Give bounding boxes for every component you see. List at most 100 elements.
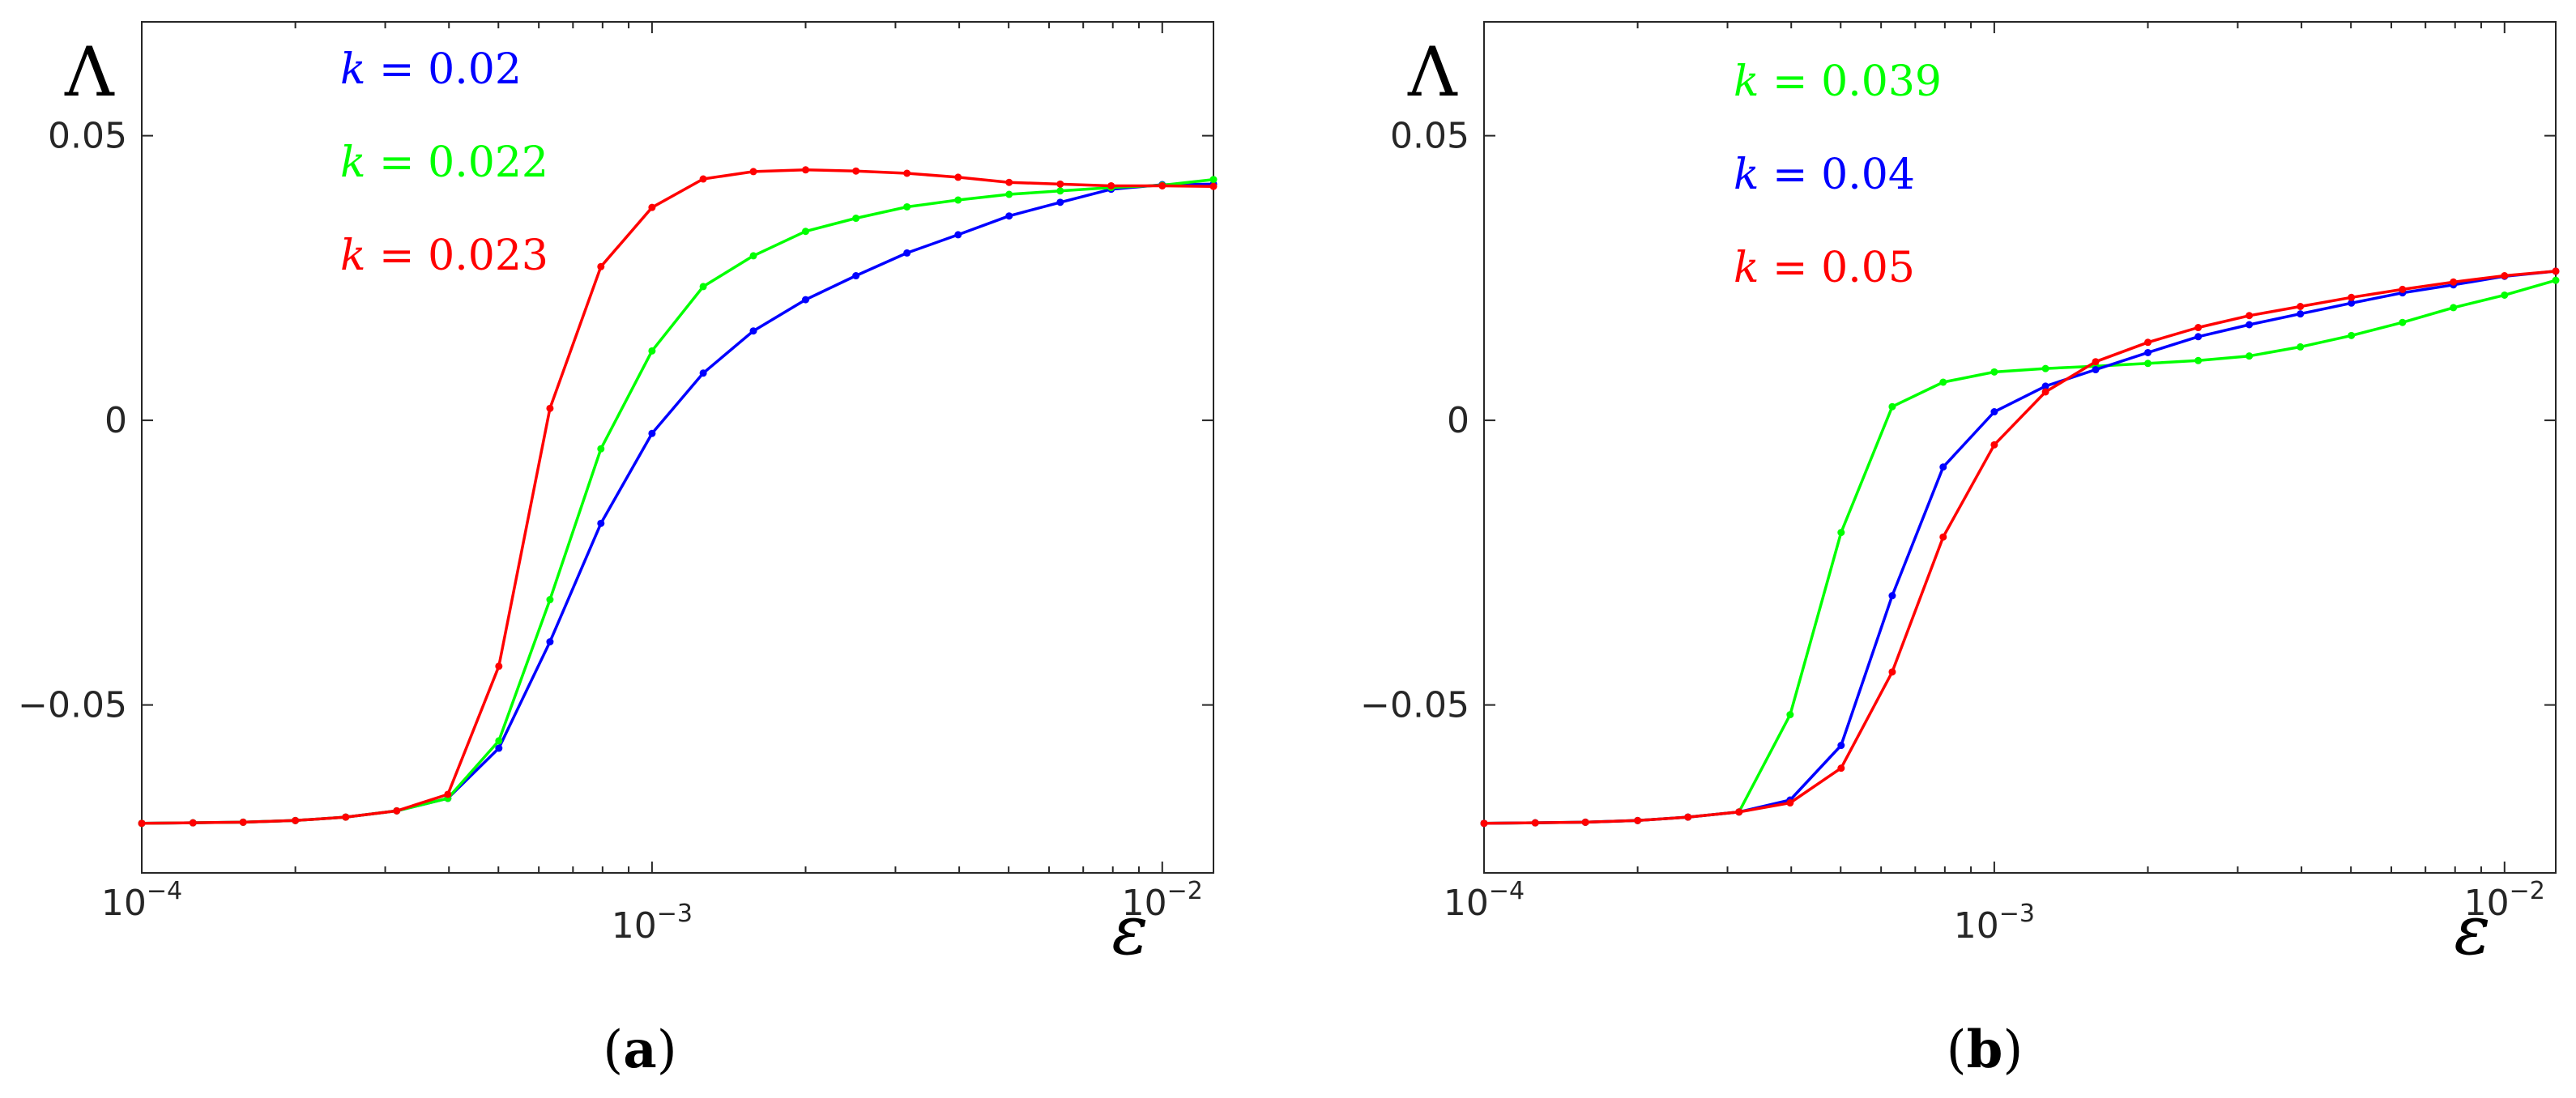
data-point <box>1990 368 1998 376</box>
data-point <box>1209 182 1218 190</box>
data-point <box>2399 318 2407 326</box>
data-point <box>954 196 962 204</box>
data-point <box>2297 343 2305 351</box>
data-point <box>2450 304 2458 312</box>
data-point <box>546 596 554 604</box>
legend-entry: k = 0.039 <box>1734 57 1942 106</box>
x-tick-label: 10−3 <box>612 900 693 947</box>
data-point <box>1735 808 1743 816</box>
x-tick-label: 10−2 <box>1122 877 1203 924</box>
data-point <box>1837 764 1845 772</box>
data-point <box>2348 331 2356 339</box>
data-point <box>2348 299 2356 307</box>
data-point <box>2245 352 2254 360</box>
data-point <box>2144 338 2152 347</box>
series-line <box>141 182 1214 825</box>
data-point <box>802 228 810 236</box>
data-point <box>2297 310 2305 318</box>
data-point <box>546 404 554 412</box>
data-point <box>699 175 707 183</box>
data-point <box>2552 267 2560 275</box>
data-point <box>2144 360 2152 368</box>
data-point <box>903 202 911 211</box>
data-point <box>2348 293 2356 301</box>
data-point <box>699 369 707 377</box>
panel-label: (a) <box>603 1019 676 1080</box>
data-point <box>2194 356 2203 364</box>
data-point <box>495 737 503 745</box>
data-point <box>1531 819 1539 827</box>
series-line <box>1483 270 2557 825</box>
data-point <box>802 166 810 174</box>
legend-entry: k = 0.02 <box>340 45 522 94</box>
data-point <box>597 445 605 453</box>
data-point <box>1990 440 1998 449</box>
data-point <box>1786 799 1794 807</box>
data-point <box>495 662 503 670</box>
data-point <box>2144 348 2152 356</box>
data-point <box>2552 276 2560 284</box>
data-point <box>138 819 146 828</box>
data-point <box>2297 303 2305 311</box>
data-point <box>1837 529 1845 537</box>
x-tick-label: 10−4 <box>101 877 182 924</box>
data-point <box>1990 408 1998 416</box>
y-axis-label: Λ <box>1407 32 1458 112</box>
data-point <box>1939 463 1947 471</box>
data-point <box>495 744 503 752</box>
legend-entry: k = 0.023 <box>340 232 548 280</box>
data-point <box>2501 291 2509 299</box>
data-point <box>1939 533 1947 541</box>
data-point <box>648 347 656 355</box>
data-point <box>2041 388 2049 396</box>
data-point <box>749 168 757 176</box>
x-tick-label: 10−3 <box>1954 900 2035 947</box>
data-point <box>1107 181 1115 189</box>
data-point <box>1158 181 1166 189</box>
data-point <box>954 173 962 181</box>
y-tick-label: 0 <box>104 400 127 441</box>
data-point <box>2092 358 2100 366</box>
data-point <box>1005 190 1013 198</box>
x-axis-label: ε <box>1111 891 1148 970</box>
y-tick-label: 0.05 <box>1390 116 1469 157</box>
data-point <box>1634 816 1642 824</box>
panel-b: 0.05 0 −0.05 10−4 10−3 10−2 Λε k = 0.039 k = 0.0… <box>1360 21 2560 1080</box>
data-point <box>954 231 962 239</box>
series-line <box>141 168 1214 825</box>
data-point <box>189 819 197 827</box>
data-point <box>239 818 247 826</box>
x-tick-label: 10−2 <box>2464 877 2545 924</box>
legend-entry: k = 0.022 <box>340 138 548 187</box>
data-point <box>1005 212 1013 220</box>
data-point <box>802 296 810 304</box>
data-point <box>2194 333 2203 341</box>
data-point <box>1581 818 1589 826</box>
data-point <box>1888 402 1896 411</box>
data-point <box>648 203 656 211</box>
x-axis-label: ε <box>2454 891 2490 970</box>
series-line <box>1483 270 2557 825</box>
plot-area-frame <box>141 21 1214 874</box>
legend-entry: k = 0.05 <box>1734 244 1915 292</box>
data-point <box>1939 378 1947 386</box>
data-point <box>1056 180 1064 188</box>
data-point <box>749 327 757 335</box>
panel-a: 0.05 0 −0.05 10−4 10−3 10−2 Λε k = 0.02 k = 0.02… <box>18 21 1218 1080</box>
data-point <box>292 816 300 824</box>
y-tick-label: 0 <box>1447 400 1469 441</box>
series-line <box>1483 279 2557 825</box>
y-tick-label: −0.05 <box>18 685 127 726</box>
data-point <box>546 638 554 646</box>
data-point <box>1684 813 1692 821</box>
data-point <box>393 806 401 815</box>
y-tick-label: 0.05 <box>48 116 127 157</box>
data-point <box>852 167 860 175</box>
data-point <box>903 249 911 257</box>
data-point <box>2399 285 2407 293</box>
data-point <box>2245 312 2254 320</box>
data-point <box>2450 278 2458 286</box>
y-tick-label: −0.05 <box>1360 685 1469 726</box>
data-point <box>1888 668 1896 676</box>
